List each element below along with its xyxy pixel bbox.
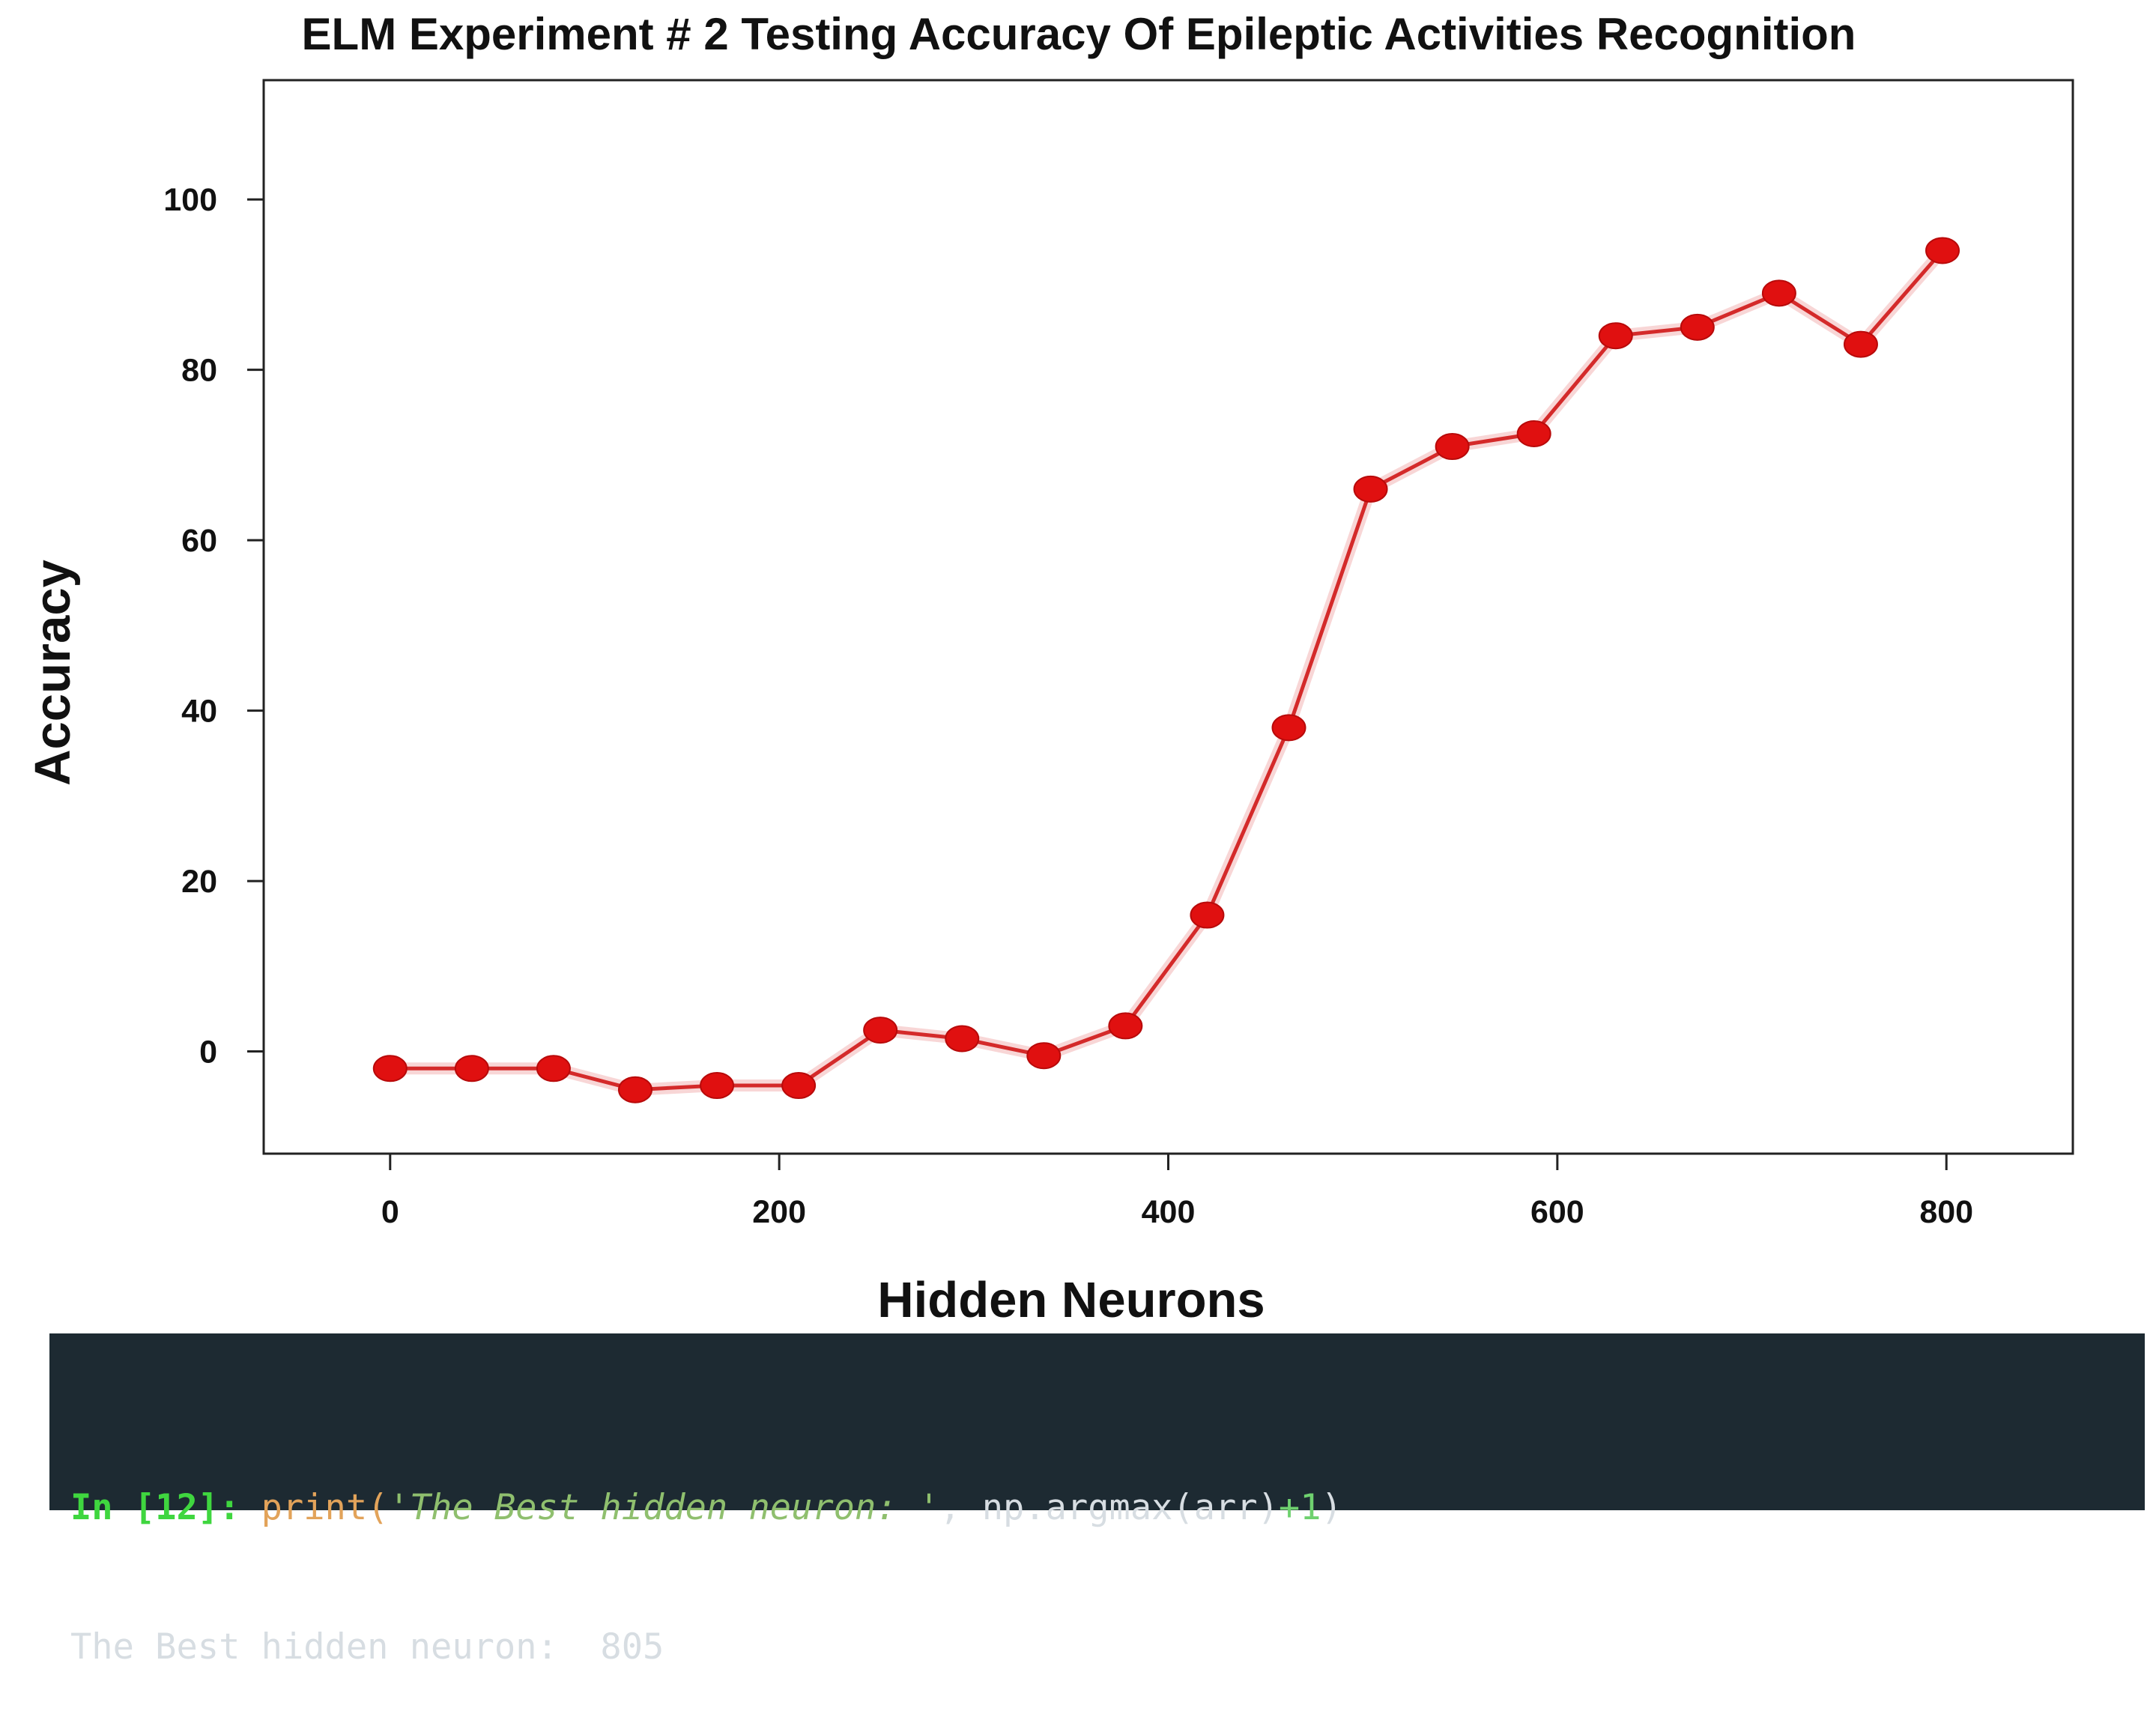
cell-prompt: In [12]: (70, 1487, 261, 1528)
data-point (617, 1076, 652, 1103)
y-axis-label: Accuracy (25, 560, 81, 786)
x-tick-label: 200 (752, 1194, 806, 1230)
data-point (1598, 322, 1633, 350)
data-point (1516, 420, 1551, 447)
data-point (1353, 475, 1388, 503)
data-point (1435, 433, 1470, 461)
data-point (1925, 237, 1960, 264)
y-tick-label: 60 (181, 523, 217, 559)
y-tick-label: 0 (199, 1035, 217, 1071)
series-layer (372, 237, 1960, 1103)
data-point (536, 1055, 571, 1082)
data-point (1761, 279, 1796, 307)
data-point (1026, 1042, 1062, 1070)
code-operator: + (1278, 1487, 1300, 1528)
y-tick-label: 40 (181, 694, 217, 730)
y-tick-label: 80 (181, 353, 217, 389)
series-line-glow (390, 246, 1948, 1096)
data-point (1271, 714, 1306, 742)
code-output-line: The Best hidden neuron: 805 (70, 1626, 664, 1668)
data-point (1108, 1012, 1143, 1040)
code-number: 1 (1300, 1487, 1321, 1528)
chart-title: ELM Experiment # 2 Testing Accuracy Of E… (302, 9, 1856, 59)
data-point (863, 1017, 898, 1044)
code-string: 'The Best hidden neuron: ' (388, 1487, 940, 1528)
x-axis-label: Hidden Neurons (877, 1272, 1265, 1328)
code-input-line: In [12]: print('The Best hidden neuron: … (70, 1485, 2145, 1531)
accuracy-line-chart: ELM Experiment # 2 Testing Accuracy Of E… (25, 9, 2074, 1328)
code-argmax-expr: , np.argmax(arr) (939, 1487, 1279, 1528)
plot-frame (262, 79, 2074, 1155)
data-point (945, 1025, 980, 1053)
x-tick-label: 600 (1530, 1194, 1584, 1230)
code-console: In [12]: print('The Best hidden neuron: … (49, 1333, 2145, 1668)
data-point (1843, 330, 1878, 358)
data-point (372, 1055, 408, 1082)
code-close-paren: ) (1321, 1487, 1342, 1528)
y-tick-label: 100 (163, 182, 217, 218)
x-tick-label: 800 (1919, 1194, 1973, 1230)
y-axis: 0 20 40 60 80 100 (163, 182, 264, 1071)
y-tick-label: 20 (181, 864, 217, 900)
data-point (1190, 901, 1225, 929)
data-point (454, 1055, 489, 1082)
x-tick-label: 0 (381, 1194, 399, 1230)
code-print-call: print( (261, 1487, 389, 1528)
data-point (700, 1072, 735, 1100)
x-axis: 0 200 400 600 800 (381, 1154, 1973, 1230)
data-point (1680, 313, 1715, 341)
data-point (781, 1072, 817, 1100)
x-tick-label: 400 (1142, 1194, 1196, 1230)
